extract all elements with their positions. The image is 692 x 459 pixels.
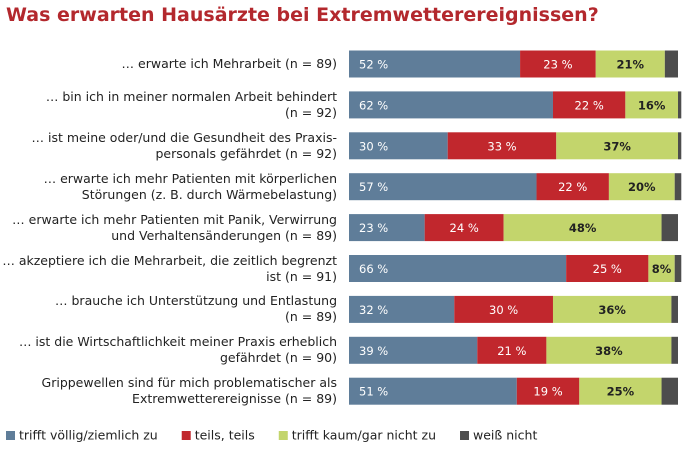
value-label: 62 %: [359, 98, 388, 112]
bar-segment: [516, 377, 580, 405]
bar-segment: [678, 132, 682, 160]
value-label: 19 %: [533, 385, 562, 399]
bar-segment: [520, 50, 596, 78]
value-label: 24 %: [450, 221, 479, 235]
value-label: 38%: [595, 344, 623, 358]
bar-segment: [349, 132, 448, 160]
value-label: 39 %: [359, 344, 388, 358]
bar-segment: [349, 91, 553, 119]
value-label: 21 %: [497, 344, 526, 358]
value-label: 22 %: [558, 180, 587, 194]
value-label: 33 %: [487, 139, 516, 153]
bar-segment: [349, 377, 517, 405]
value-label: 36%: [598, 303, 626, 317]
category-label: … bin ich in meiner normalen Arbeit behi…: [45, 88, 337, 120]
value-label: 30 %: [489, 303, 518, 317]
value-label: 52 %: [359, 58, 388, 72]
category-label: Grippewellen sind für mich problematisch…: [41, 375, 337, 407]
bar-segment: [349, 295, 455, 323]
category-label: … ist die Wirtschaftlichkeit meiner Prax…: [18, 334, 337, 366]
bar-segment: [566, 255, 649, 282]
category-label: … akzeptiere ich die Mehrarbeit, die zei…: [2, 252, 337, 284]
category-label: … erwarte ich mehr Patienten mit Panik, …: [12, 211, 337, 243]
bar-segment: [503, 214, 662, 242]
value-label: 22 %: [575, 98, 604, 112]
value-label: 21%: [617, 58, 645, 72]
bar-segment: [671, 336, 678, 364]
legend-swatch: [460, 431, 470, 440]
bar-segment: [664, 50, 678, 78]
bar-segment: [556, 132, 678, 160]
bar-segment: [447, 132, 557, 160]
chart-title: Was erwarten Hausärzte bei Extremwettere…: [6, 4, 599, 26]
category-label: … ist meine oder/und die Gesundheit des …: [31, 129, 337, 161]
bar-segment: [674, 255, 682, 282]
legend-label: teils, teils: [195, 428, 255, 443]
legend-swatch: [181, 431, 191, 440]
bar-segment: [424, 214, 504, 242]
bar-segment: [608, 173, 675, 201]
value-label: 20%: [628, 180, 656, 194]
bar-segment: [349, 50, 521, 78]
value-label: 23 %: [543, 58, 572, 72]
value-label: 25%: [607, 385, 635, 399]
bar-segment: [661, 377, 678, 405]
category-label: … brauche ich Unterstützung und Entlastu…: [55, 293, 337, 325]
value-label: 30 %: [359, 139, 388, 153]
bar-segment: [552, 91, 626, 119]
value-label: 23 %: [359, 221, 388, 235]
value-label: 16%: [638, 98, 666, 112]
bar-segment: [349, 336, 478, 364]
legend-label: weiß nicht: [473, 428, 537, 443]
bar-segment: [454, 295, 553, 323]
bar-segment: [349, 214, 425, 242]
bar-segment: [625, 91, 678, 119]
value-label: 51 %: [359, 385, 388, 399]
bar-segment: [671, 295, 678, 323]
legend-label: trifft völlig/ziemlich zu: [19, 428, 158, 443]
value-label: 66 %: [359, 262, 388, 276]
value-label: 32 %: [359, 303, 388, 317]
bar-segment: [579, 377, 662, 405]
value-label: 25 %: [593, 262, 622, 276]
legend-swatch: [278, 431, 288, 440]
bar-segment: [661, 214, 678, 242]
bar-segment: [674, 173, 682, 201]
category-label: … erwarte ich Mehrarbeit (n = 89): [121, 56, 337, 71]
category-label: … erwarte ich mehr Patienten mit körperl…: [43, 170, 337, 202]
bar-segment: [595, 50, 665, 78]
value-label: 48%: [569, 221, 597, 235]
bar-segment: [552, 295, 672, 323]
bar-segment: [349, 173, 537, 201]
bar-segment: [477, 336, 547, 364]
bar-segment: [349, 255, 567, 282]
legend-swatch: [6, 431, 15, 440]
value-label: 37%: [603, 139, 631, 153]
value-label: 8%: [652, 262, 672, 276]
bar-segment: [648, 255, 675, 282]
value-label: 57 %: [359, 180, 388, 194]
bar-segment: [546, 336, 672, 364]
legend-label: trifft kaum/gar nicht zu: [292, 428, 436, 443]
bar-segment: [678, 91, 682, 119]
bar-segment: [536, 173, 609, 201]
